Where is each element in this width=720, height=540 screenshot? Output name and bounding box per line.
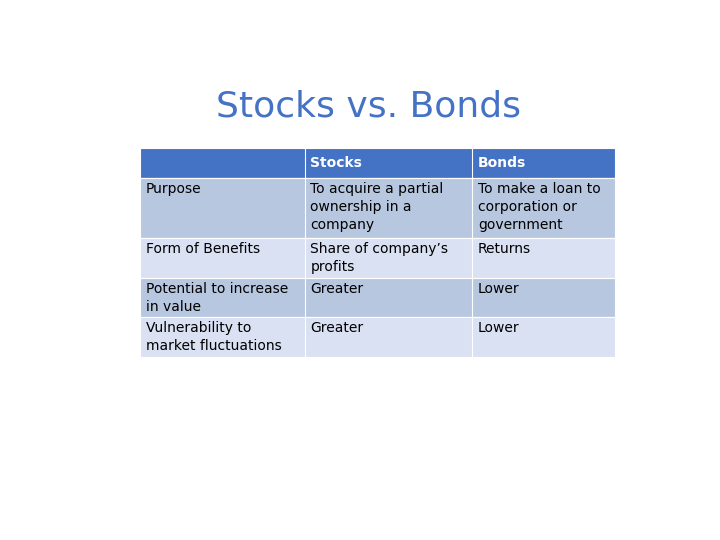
Text: Lower: Lower [478,321,519,335]
Bar [140,317,615,357]
Text: Returns: Returns [478,242,531,256]
Text: To acquire a partial
ownership in a
company: To acquire a partial ownership in a comp… [310,182,444,232]
Bar [140,148,615,178]
Text: Vulnerability to
market fluctuations: Vulnerability to market fluctuations [145,321,282,353]
Text: Bonds: Bonds [478,156,526,170]
Bar [140,238,615,278]
Text: To make a loan to
corporation or
government: To make a loan to corporation or governm… [478,182,600,232]
Text: Stocks vs. Bonds: Stocks vs. Bonds [217,90,521,123]
Text: Purpose: Purpose [145,182,202,196]
Bar [140,178,615,238]
Bar [140,278,615,317]
Text: Stocks: Stocks [310,156,362,170]
Text: Form of Benefits: Form of Benefits [145,242,260,256]
Text: Greater: Greater [310,282,364,296]
Text: Share of company’s
profits: Share of company’s profits [310,242,449,274]
Text: Lower: Lower [478,282,519,296]
Text: Greater: Greater [310,321,364,335]
Text: Potential to increase
in value: Potential to increase in value [145,282,288,314]
